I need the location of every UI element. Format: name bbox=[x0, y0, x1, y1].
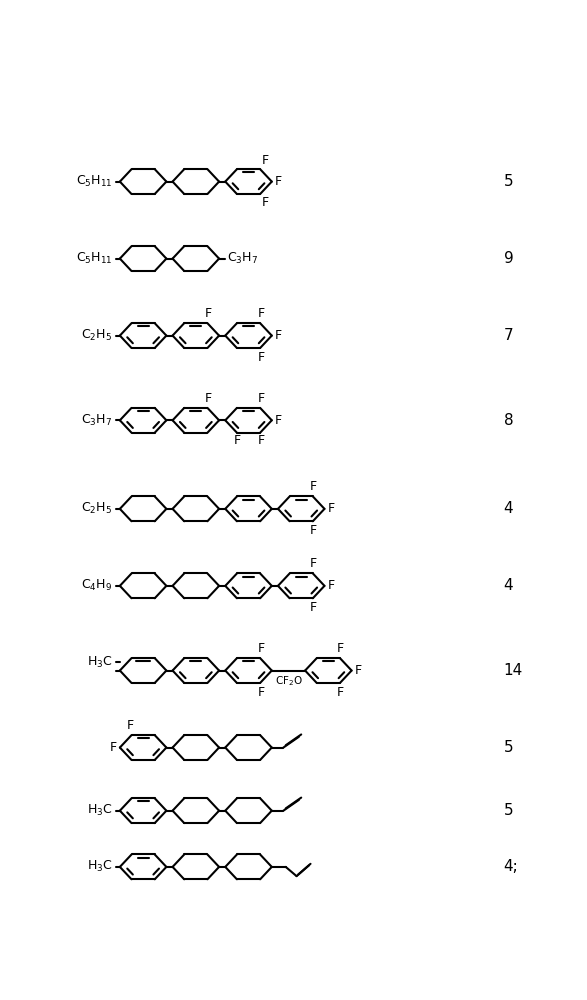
Text: 8: 8 bbox=[504, 413, 513, 428]
Text: $\mathregular{C_2H_5}$: $\mathregular{C_2H_5}$ bbox=[81, 328, 112, 343]
Text: $\mathregular{C_2H_5}$: $\mathregular{C_2H_5}$ bbox=[81, 501, 112, 516]
Text: 4;: 4; bbox=[504, 859, 518, 874]
Text: F: F bbox=[257, 642, 265, 655]
Text: 5: 5 bbox=[504, 803, 513, 818]
Text: F: F bbox=[275, 414, 282, 427]
Text: F: F bbox=[257, 434, 265, 447]
Text: $\mathregular{H_3C}$: $\mathregular{H_3C}$ bbox=[86, 859, 112, 874]
Text: $\mathregular{H_3C}$: $\mathregular{H_3C}$ bbox=[86, 654, 112, 670]
Text: F: F bbox=[310, 557, 317, 570]
Text: F: F bbox=[126, 719, 133, 732]
Text: F: F bbox=[310, 601, 317, 614]
Text: F: F bbox=[310, 524, 317, 537]
Text: F: F bbox=[262, 196, 269, 209]
Text: F: F bbox=[262, 154, 269, 167]
Text: F: F bbox=[205, 307, 212, 320]
Text: F: F bbox=[257, 307, 265, 320]
Text: F: F bbox=[328, 502, 335, 515]
Text: F: F bbox=[328, 579, 335, 592]
Text: F: F bbox=[257, 392, 265, 405]
Text: $\mathregular{H_3C}$: $\mathregular{H_3C}$ bbox=[86, 803, 112, 818]
Text: F: F bbox=[257, 351, 265, 364]
Text: F: F bbox=[275, 329, 282, 342]
Text: 4: 4 bbox=[504, 578, 513, 593]
Text: F: F bbox=[205, 392, 212, 405]
Text: 5: 5 bbox=[504, 740, 513, 755]
Text: F: F bbox=[337, 686, 345, 699]
Text: $\mathregular{CF_2O}$: $\mathregular{CF_2O}$ bbox=[275, 674, 302, 688]
Text: 5: 5 bbox=[504, 174, 513, 189]
Text: $\mathregular{C_4H_9}$: $\mathregular{C_4H_9}$ bbox=[81, 578, 112, 593]
Text: F: F bbox=[257, 686, 265, 699]
Text: F: F bbox=[355, 664, 362, 677]
Text: $\mathregular{C_5H_{11}}$: $\mathregular{C_5H_{11}}$ bbox=[76, 174, 112, 189]
Text: F: F bbox=[110, 741, 117, 754]
Text: F: F bbox=[275, 175, 282, 188]
Text: 9: 9 bbox=[504, 251, 513, 266]
Text: 4: 4 bbox=[504, 501, 513, 516]
Text: F: F bbox=[310, 480, 317, 493]
Text: F: F bbox=[337, 642, 345, 655]
Text: $\mathregular{C_5H_{11}}$: $\mathregular{C_5H_{11}}$ bbox=[76, 251, 112, 266]
Text: F: F bbox=[234, 434, 241, 447]
Text: 7: 7 bbox=[504, 328, 513, 343]
Text: 14: 14 bbox=[504, 663, 523, 678]
Text: $\mathregular{C_3H_7}$: $\mathregular{C_3H_7}$ bbox=[81, 413, 112, 428]
Text: $\mathregular{C_3H_7}$: $\mathregular{C_3H_7}$ bbox=[227, 251, 258, 266]
